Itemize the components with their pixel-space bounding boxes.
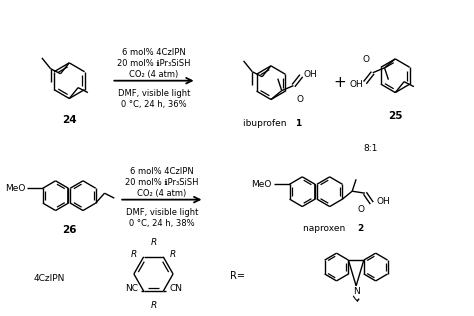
Text: R=: R= [230, 271, 245, 281]
Text: N: N [353, 287, 359, 296]
Text: naproxen: naproxen [303, 224, 348, 233]
Text: NC: NC [125, 284, 138, 293]
Text: 8:1: 8:1 [364, 143, 378, 153]
Text: DMF, visible light: DMF, visible light [126, 208, 198, 217]
Text: +: + [333, 75, 346, 90]
Text: O: O [296, 94, 303, 104]
Text: 24: 24 [62, 115, 77, 125]
Text: 25: 25 [388, 111, 402, 121]
Text: CO₂ (4 atm): CO₂ (4 atm) [137, 189, 186, 198]
Text: 0 °C, 24 h, 36%: 0 °C, 24 h, 36% [121, 100, 187, 109]
Text: R: R [130, 250, 137, 259]
Text: R: R [150, 301, 156, 310]
Text: OH: OH [303, 70, 317, 79]
Text: 20 mol% ℹPr₃SiSH: 20 mol% ℹPr₃SiSH [125, 178, 199, 187]
Text: 20 mol% ℹPr₃SiSH: 20 mol% ℹPr₃SiSH [117, 59, 191, 68]
Text: ibuprofen: ibuprofen [243, 119, 289, 128]
Text: OH: OH [377, 197, 391, 206]
Text: 26: 26 [62, 225, 76, 235]
Text: 1: 1 [295, 119, 301, 128]
Text: 6 mol% 4CzIPN: 6 mol% 4CzIPN [130, 167, 194, 176]
Text: 6 mol% 4CzIPN: 6 mol% 4CzIPN [122, 48, 186, 58]
Text: O: O [363, 55, 370, 64]
Text: MeO: MeO [252, 180, 272, 189]
Text: 0 °C, 24 h, 38%: 0 °C, 24 h, 38% [129, 219, 195, 228]
Text: O: O [357, 205, 364, 214]
Text: R: R [150, 238, 156, 247]
Text: DMF, visible light: DMF, visible light [118, 89, 190, 98]
Text: 2: 2 [357, 224, 363, 233]
Text: MeO: MeO [5, 184, 25, 193]
Text: CO₂ (4 atm): CO₂ (4 atm) [129, 70, 179, 79]
Text: 4CzIPN: 4CzIPN [34, 274, 65, 283]
Text: OH: OH [349, 80, 363, 89]
Text: CN: CN [169, 284, 182, 293]
Text: R: R [170, 250, 176, 259]
